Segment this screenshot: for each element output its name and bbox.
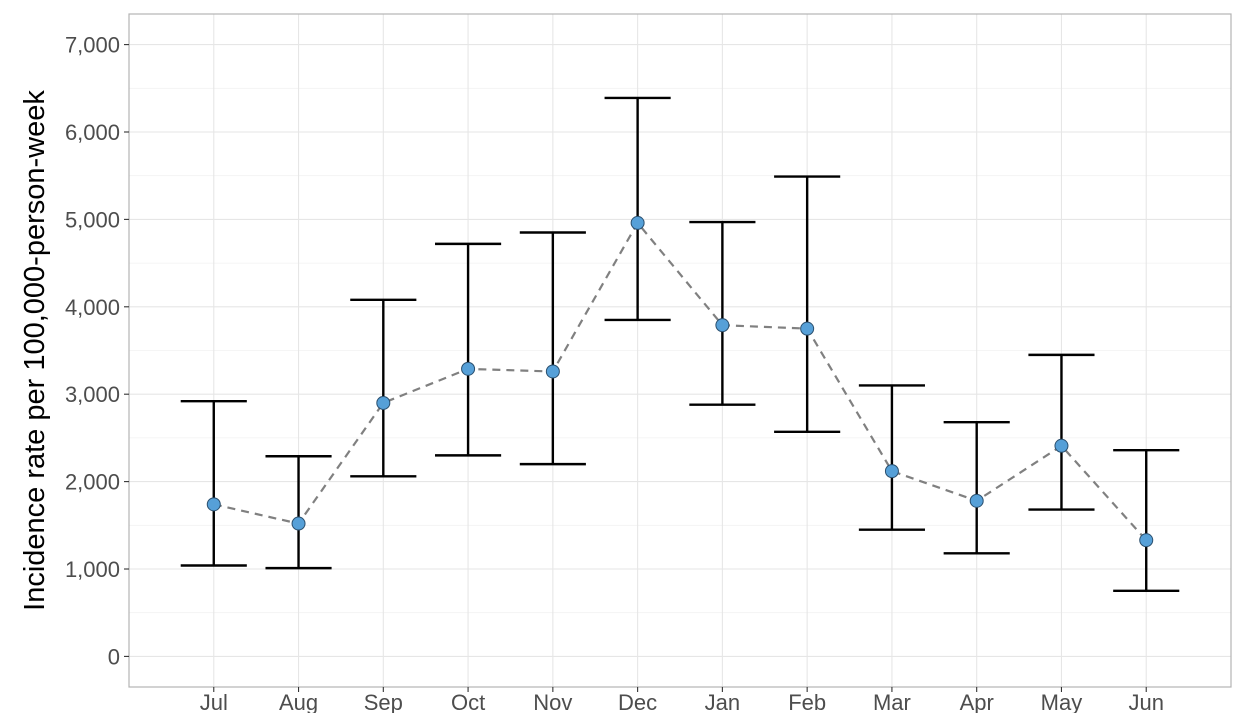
error-bar-dec — [604, 96, 671, 322]
error-bar-oct — [435, 242, 502, 457]
error-bar-aug — [265, 455, 332, 570]
error-bar-mar — [858, 384, 925, 531]
data-point-nov — [545, 364, 560, 379]
plot-panel-border — [128, 13, 1232, 688]
data-point-jan — [715, 318, 730, 333]
x-tick-label: Jul — [200, 690, 228, 713]
data-point-aug — [291, 516, 306, 531]
data-point-mar — [884, 464, 899, 479]
x-tick-label: Sep — [364, 690, 403, 713]
y-tick-label: 4,000 — [65, 295, 120, 320]
y-axis: 0 1,000 2,000 3,000 4,000 5,000 6,000 7,000 — [65, 33, 129, 669]
x-tick-label: Mar — [873, 690, 911, 713]
x-axis: Jul Aug Sep Oct Nov Dec Jan Feb Mar Apr May Jun — [200, 687, 1164, 713]
error-bar-nov — [519, 231, 586, 466]
data-point-oct — [461, 361, 476, 376]
data-point-jul — [206, 497, 221, 512]
x-tick-label: Dec — [618, 690, 657, 713]
error-bar-may — [1028, 353, 1095, 511]
error-bar-jun — [1113, 448, 1180, 593]
error-bars — [180, 96, 1180, 593]
data-point-dec — [630, 215, 645, 230]
error-bar-jan — [689, 220, 756, 406]
data-point-apr — [969, 493, 984, 508]
x-tick-label: Jun — [1128, 690, 1163, 713]
data-point-jun — [1139, 533, 1154, 548]
y-tick-label: 6,000 — [65, 120, 120, 145]
x-tick-label: May — [1041, 690, 1083, 713]
y-tick-label: 2,000 — [65, 470, 120, 495]
grid-lines — [129, 14, 1231, 687]
error-bar-feb — [774, 175, 841, 433]
data-point-may — [1054, 438, 1069, 453]
y-axis-title: Incidence rate per 100,000-person-week — [19, 90, 51, 611]
data-points — [206, 215, 1154, 548]
x-tick-label: Nov — [533, 690, 572, 713]
error-bar-jul — [180, 399, 247, 567]
x-tick-label: Feb — [788, 690, 826, 713]
y-tick-label: 5,000 — [65, 207, 120, 232]
y-tick-label: 0 — [108, 644, 120, 669]
error-bar-sep — [350, 298, 417, 478]
x-tick-label: Oct — [451, 690, 485, 713]
x-tick-label: Apr — [960, 690, 994, 713]
x-tick-label: Jan — [705, 690, 740, 713]
data-point-feb — [800, 321, 815, 336]
trend-line — [213, 220, 1148, 541]
y-tick-label: 7,000 — [65, 33, 120, 58]
data-point-sep — [376, 395, 391, 410]
error-bar-apr — [943, 420, 1010, 555]
y-tick-label: 3,000 — [65, 382, 120, 407]
y-tick-label: 1,000 — [65, 557, 120, 582]
x-tick-label: Aug — [279, 690, 318, 713]
